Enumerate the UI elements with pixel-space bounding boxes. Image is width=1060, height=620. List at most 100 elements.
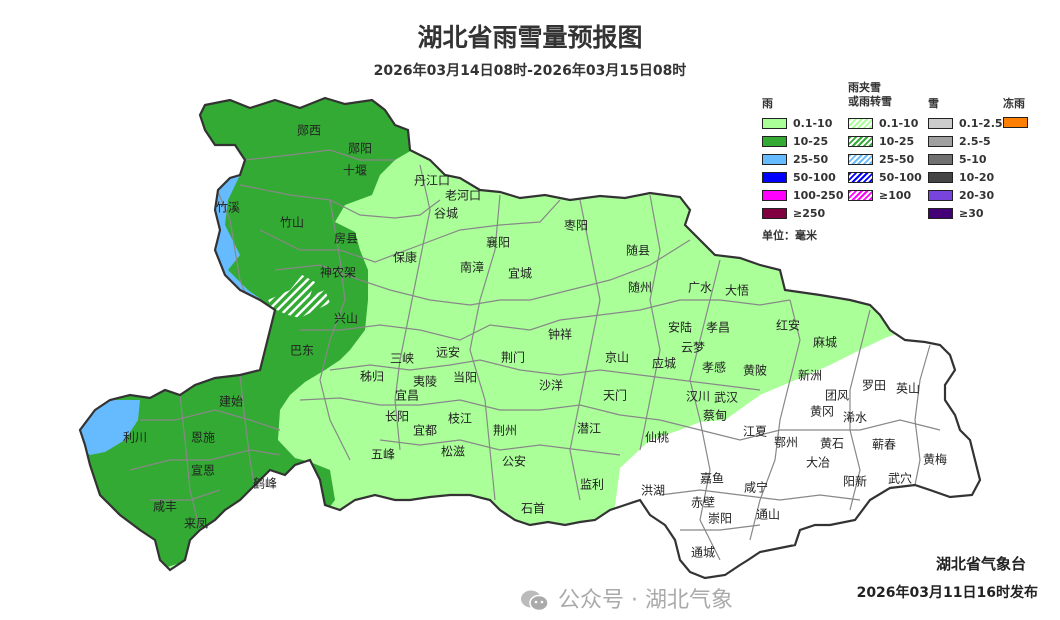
legend-label: 10-20 — [959, 171, 995, 184]
county-label: 孝感 — [701, 360, 727, 375]
county-label: 通城 — [690, 545, 716, 560]
county-label: 宜都 — [412, 423, 438, 438]
county-label: 咸丰 — [152, 499, 178, 514]
legend-label: 10-25 — [793, 135, 829, 148]
legend-label: 2.5-5 — [959, 135, 991, 148]
county-label: 仙桃 — [644, 430, 670, 445]
legend-item-sleet: ≥100 — [848, 189, 911, 202]
wechat-icon — [521, 590, 549, 612]
legend-swatch — [928, 172, 953, 183]
county-label: 枝江 — [447, 411, 473, 426]
county-label: 监利 — [579, 477, 605, 492]
legend-label: 50-100 — [879, 171, 922, 184]
sleet-area-shennongjia — [268, 275, 330, 318]
county-label: 随县 — [625, 243, 651, 258]
county-label: 黄陂 — [742, 363, 768, 378]
legend-item-rain: 100-250 — [762, 189, 844, 202]
county-label: 蕲春 — [871, 437, 897, 452]
legend-swatch — [928, 190, 953, 201]
county-label: 利川 — [122, 430, 148, 445]
legend-swatch — [928, 136, 953, 147]
county-borders — [129, 149, 941, 561]
county-label: 郧西 — [296, 123, 322, 138]
county-label: 通山 — [755, 507, 781, 522]
county-label: 襄阳 — [485, 235, 511, 250]
legend-swatch — [1003, 117, 1028, 128]
legend-label: 0.1-10 — [879, 117, 919, 130]
legend-swatch — [848, 136, 873, 147]
county-label: 鄂州 — [773, 435, 799, 450]
legend-item-snow: 2.5-5 — [928, 135, 991, 148]
county-label: 汉川 — [685, 389, 711, 404]
legend-label: 0.1-2.5 — [959, 117, 1003, 130]
county-label: 武穴 — [887, 471, 913, 486]
county-label: 枣阳 — [563, 218, 589, 233]
county-label: 安陆 — [667, 320, 693, 335]
county-label: 大冶 — [805, 455, 831, 470]
legend-label: 20-30 — [959, 189, 995, 202]
county-label: 石首 — [520, 501, 546, 516]
legend-label: ≥100 — [879, 189, 912, 202]
county-label: 南漳 — [459, 260, 485, 275]
county-label: 竹山 — [279, 215, 305, 230]
legend-label: 10-25 — [879, 135, 915, 148]
legend-item-snow: 0.1-2.5 — [928, 117, 1003, 130]
legend-label: 0.1-10 — [793, 117, 833, 130]
legend-label: ≥30 — [959, 207, 984, 220]
county-label: 随州 — [627, 280, 653, 295]
legend-item-sleet: 10-25 — [848, 135, 914, 148]
county-label: 英山 — [895, 381, 921, 396]
legend-swatch — [848, 118, 873, 129]
county-label: 长阳 — [384, 409, 410, 424]
watermark: 公众号 · 湖北气象 — [520, 588, 733, 614]
legend-item-rain: 50-100 — [762, 171, 836, 184]
legend-item-snow: 20-30 — [928, 189, 994, 202]
legend-swatch — [848, 154, 873, 165]
county-label: 黄梅 — [922, 452, 948, 467]
county-label: 建始 — [218, 394, 244, 409]
issue-time: 2026年03月11日16时发布 — [856, 585, 1038, 601]
county-label: 竹溪 — [215, 200, 241, 215]
legend-swatch — [762, 172, 787, 183]
county-label: 十堰 — [342, 163, 368, 178]
county-label: 沙洋 — [538, 378, 564, 393]
forecast-period: 2026年03月14日08时-2026年03月15日08时 — [373, 63, 687, 79]
county-label: 阳新 — [842, 474, 868, 489]
county-label: 蔡甸 — [702, 408, 728, 423]
legend-label: 100-250 — [793, 189, 844, 202]
county-label: 鹤峰 — [252, 476, 278, 491]
county-label: 谷城 — [433, 206, 459, 221]
county-label: 荆门 — [500, 350, 526, 365]
legend-snow-title: 雪 — [928, 97, 939, 110]
county-label: 麻城 — [812, 335, 838, 350]
county-label: 松滋 — [440, 444, 466, 459]
county-label: 宜昌 — [394, 388, 420, 403]
county-label: 来凤 — [183, 516, 209, 531]
legend-swatch — [762, 208, 787, 219]
legend-swatch — [762, 190, 787, 201]
county-label: 浠水 — [842, 410, 868, 425]
county-label: 孝昌 — [705, 320, 731, 335]
legend-item-rain: ≥250 — [762, 207, 825, 220]
legend-swatch — [848, 190, 873, 201]
legend-item-rain: 10-25 — [762, 135, 828, 148]
legend-item-sleet: 0.1-10 — [848, 117, 918, 130]
county-label: 京山 — [604, 350, 630, 365]
county-label: 潜江 — [576, 421, 602, 436]
county-label: 团风 — [824, 388, 850, 403]
legend-label: 25-50 — [879, 153, 915, 166]
legend-item-snow: ≥30 — [928, 207, 984, 220]
legend-unit: 单位：毫米 — [762, 229, 817, 242]
legend-item-sleet: 25-50 — [848, 153, 914, 166]
legend-swatch — [848, 172, 873, 183]
county-label: 应城 — [651, 356, 677, 371]
county-label: 天门 — [602, 388, 628, 403]
county-label: 罗田 — [861, 378, 887, 393]
county-label: 钟祥 — [547, 327, 573, 342]
legend-swatch — [762, 118, 787, 129]
county-label: 赤壁 — [690, 495, 716, 510]
legend-swatch — [928, 118, 953, 129]
county-label: 秭归 — [359, 369, 385, 384]
county-label: 宜城 — [507, 266, 533, 281]
